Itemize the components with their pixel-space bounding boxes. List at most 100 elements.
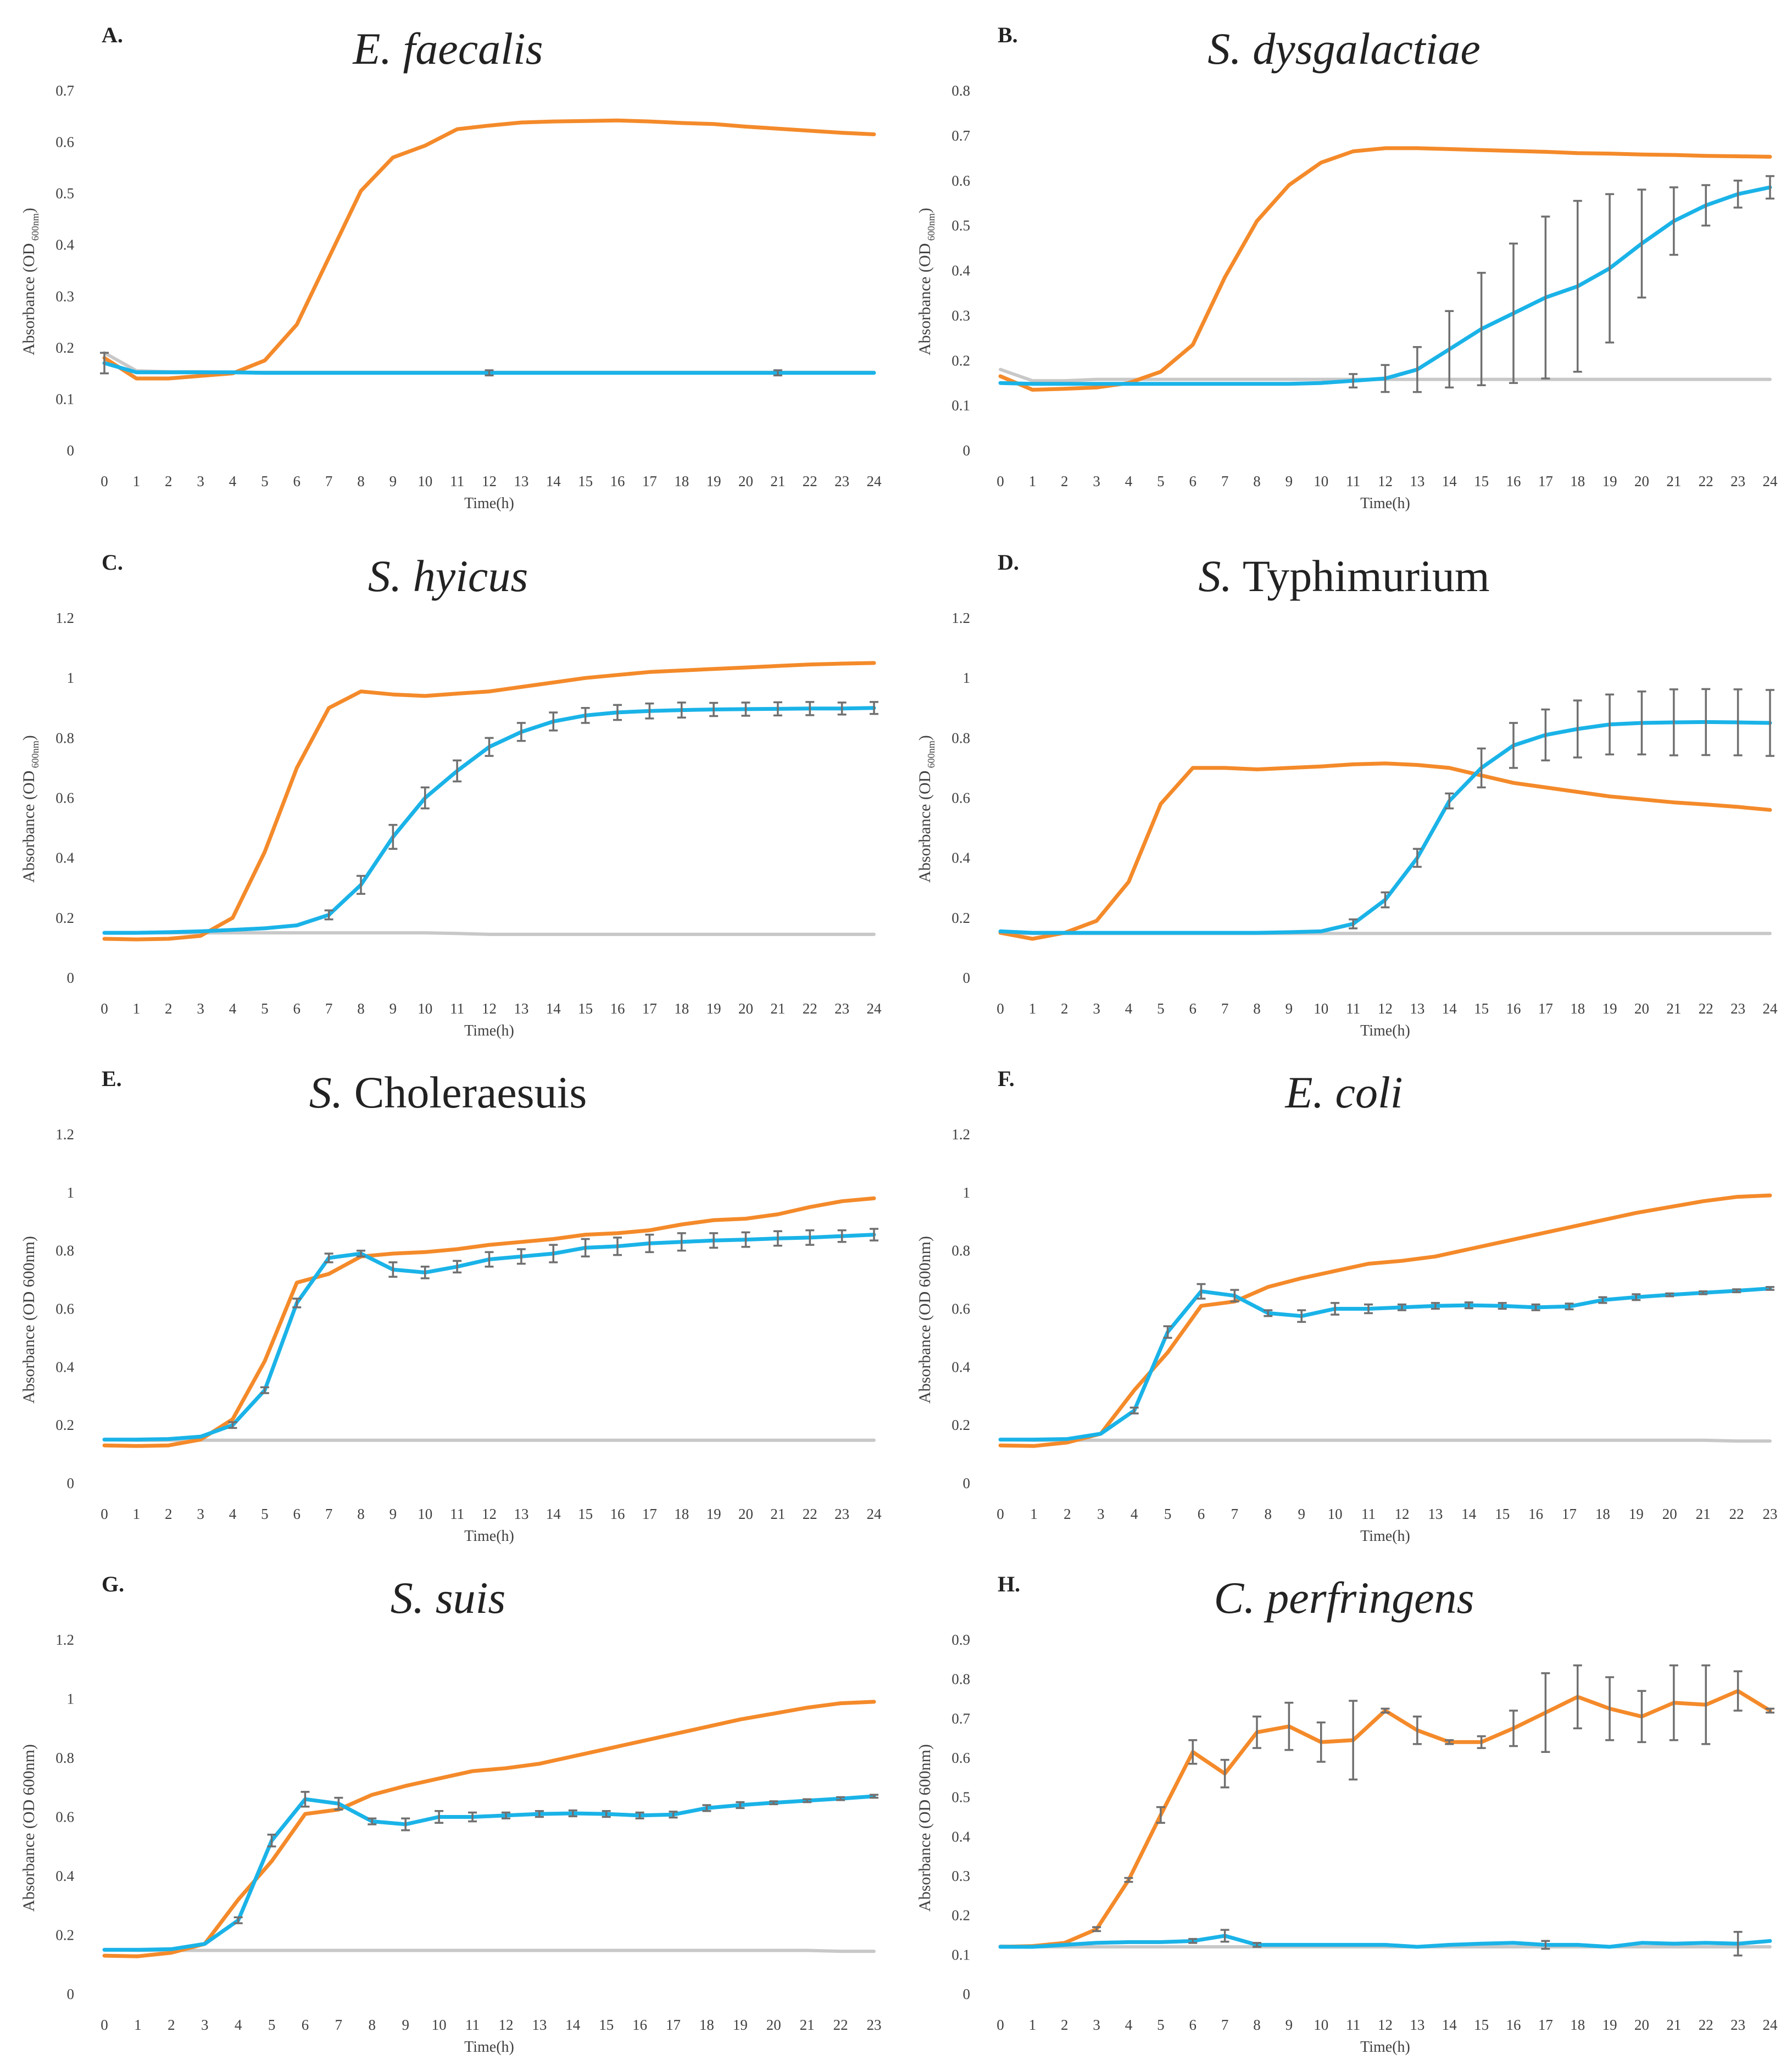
y-tick-label: 0.6 xyxy=(55,1301,74,1317)
y-axis-label: Absorbance (OD 600nm) xyxy=(20,735,41,883)
x-tick-label: 7 xyxy=(1221,1000,1229,1017)
error-bar xyxy=(769,1800,778,1806)
x-tick-label: 15 xyxy=(578,473,593,489)
x-tick-label: 2 xyxy=(165,1000,172,1017)
x-tick-label: 18 xyxy=(674,1506,689,1522)
x-tick-label: 4 xyxy=(229,473,237,489)
x-tick-label: 17 xyxy=(666,2017,681,2033)
y-tick-label: 0.2 xyxy=(951,352,970,369)
title-plain: Typhimurium xyxy=(1232,551,1490,601)
x-tick-label: 2 xyxy=(1061,473,1068,489)
error-bar xyxy=(581,707,590,724)
y-tick-label: 0.8 xyxy=(951,1671,970,1688)
error-bar xyxy=(1220,1758,1229,1789)
panel-title: S. hyicus xyxy=(0,550,896,602)
panel-title: S. suis xyxy=(0,1572,896,1624)
x-tick-label: 18 xyxy=(1570,2017,1585,2033)
error-bar xyxy=(1156,1806,1165,1824)
x-tick-label: 14 xyxy=(546,473,561,489)
x-axis-label: Time(h) xyxy=(464,1022,514,1039)
x-tick-label: 6 xyxy=(1189,473,1197,489)
y-tick-label: 0.4 xyxy=(951,263,970,279)
x-tick-label: 0 xyxy=(101,473,108,489)
error-bar xyxy=(1253,1716,1261,1749)
error-bar xyxy=(568,1809,577,1818)
y-tick-label: 0.8 xyxy=(951,730,970,746)
x-tick-label: 5 xyxy=(261,1000,269,1017)
x-tick-label: 10 xyxy=(418,1506,432,1522)
x-tick-label: 3 xyxy=(197,1506,204,1522)
chart-svg: 00.20.40.60.811.20 1 2 3 4 5 6 7 8 9 10 11 12 13 14 15 1… xyxy=(20,1632,882,2056)
error-bar xyxy=(1669,688,1678,756)
error-bar xyxy=(1445,1739,1454,1745)
error-bar xyxy=(1331,1302,1340,1316)
error-bar xyxy=(1531,1303,1540,1311)
error-bar xyxy=(581,1238,590,1257)
x-tick-label: 6 xyxy=(293,1000,301,1017)
error-bar xyxy=(100,352,109,375)
error-bar xyxy=(1129,1406,1139,1415)
x-tick-label: 11 xyxy=(450,1000,464,1017)
error-bar xyxy=(1253,1942,1261,1948)
error-bar xyxy=(741,1231,750,1248)
error-bar xyxy=(702,1804,711,1812)
x-tick-label: 5 xyxy=(1164,1506,1172,1522)
error-bar xyxy=(435,1810,444,1824)
x-axis-label: Time(h) xyxy=(1360,2039,1410,2056)
x-tick-label: 4 xyxy=(1125,473,1133,489)
title-italic: E. coli xyxy=(1285,1067,1403,1117)
error-bar xyxy=(1220,1929,1229,1943)
y-tick-label: 0.4 xyxy=(55,1868,74,1884)
y-tick-label: 0.6 xyxy=(951,790,970,806)
series-line-blue xyxy=(998,185,1772,386)
x-tick-label: 9 xyxy=(389,1000,397,1017)
y-tick-label: 0.4 xyxy=(951,1359,970,1375)
error-bar xyxy=(516,722,526,742)
x-tick-label: 1 xyxy=(133,1000,141,1017)
panel-letter: H. xyxy=(998,1572,1021,1596)
panel-D: D. S. Typhimurium 0 0.2 0.4 0.6 0.8 1 1.2 0 1 2 3 4 5 6… xyxy=(896,527,1792,1039)
y-tick-label: 0.4 xyxy=(55,850,74,866)
error-bar xyxy=(1509,242,1518,384)
series-line-orange xyxy=(998,761,1772,941)
error-bar xyxy=(836,1796,845,1801)
error-bar xyxy=(485,369,494,377)
y-axis-label: Absorbance (OD 600nm) xyxy=(916,1236,934,1404)
y-label-sub: 600nm xyxy=(926,741,937,771)
error-bar xyxy=(388,1261,398,1278)
panel-H: H. C. perfringens 0 0.1 0.2 0.3 0.4 0.5 0.6 0.7 0.… xyxy=(896,1549,1792,2056)
x-tick-label: 17 xyxy=(642,1000,657,1017)
error-bar xyxy=(228,1421,237,1429)
y-tick-label: 0.1 xyxy=(55,391,74,407)
y-tick-label: 0.2 xyxy=(55,1417,74,1433)
y-tick-label: 0.8 xyxy=(55,1750,74,1766)
y-label-main: Absorbance (OD 600nm) xyxy=(916,1744,934,1912)
error-bar xyxy=(645,702,654,720)
x-tick-label: 15 xyxy=(578,1506,593,1522)
error-bar xyxy=(1498,1302,1507,1310)
x-tick-label: 14 xyxy=(1442,2017,1457,2033)
x-tick-label: 2 xyxy=(1061,1000,1068,1017)
x-tick-label: 18 xyxy=(674,473,689,489)
x-tick-label: 13 xyxy=(1410,473,1424,489)
x-tick-label: 11 xyxy=(465,2017,480,2033)
x-tick-label: 23 xyxy=(1763,1506,1778,1522)
x-tick-label: 20 xyxy=(1634,473,1649,489)
x-tick-label: 11 xyxy=(1361,1506,1376,1522)
x-axis-label: Time(h) xyxy=(464,1528,514,1545)
y-label-sub: 600nm xyxy=(30,741,41,771)
y-label-sub: 600nm xyxy=(926,213,937,243)
x-tick-label: 13 xyxy=(514,1506,528,1522)
series-line-blue xyxy=(998,1287,1772,1442)
panel-E: E. S. Choleraesuis 0 0.2 0.4 0.6 0.8 1 1.2 0 1 2 3 4 5… xyxy=(0,1044,896,1545)
x-tick-label: 23 xyxy=(1730,1000,1745,1017)
error-bar xyxy=(613,704,622,721)
y-tick-label: 0.6 xyxy=(951,1750,970,1766)
title-italic: S. hyicus xyxy=(368,551,528,601)
x-tick-label: 15 xyxy=(1474,2017,1489,2033)
x-tick-label: 22 xyxy=(1699,473,1713,489)
y-tick-label: 0.6 xyxy=(55,134,74,151)
x-tick-label: 10 xyxy=(418,1000,432,1017)
y-tick-label: 0.5 xyxy=(55,185,74,202)
y-label-close: ) xyxy=(20,735,38,741)
